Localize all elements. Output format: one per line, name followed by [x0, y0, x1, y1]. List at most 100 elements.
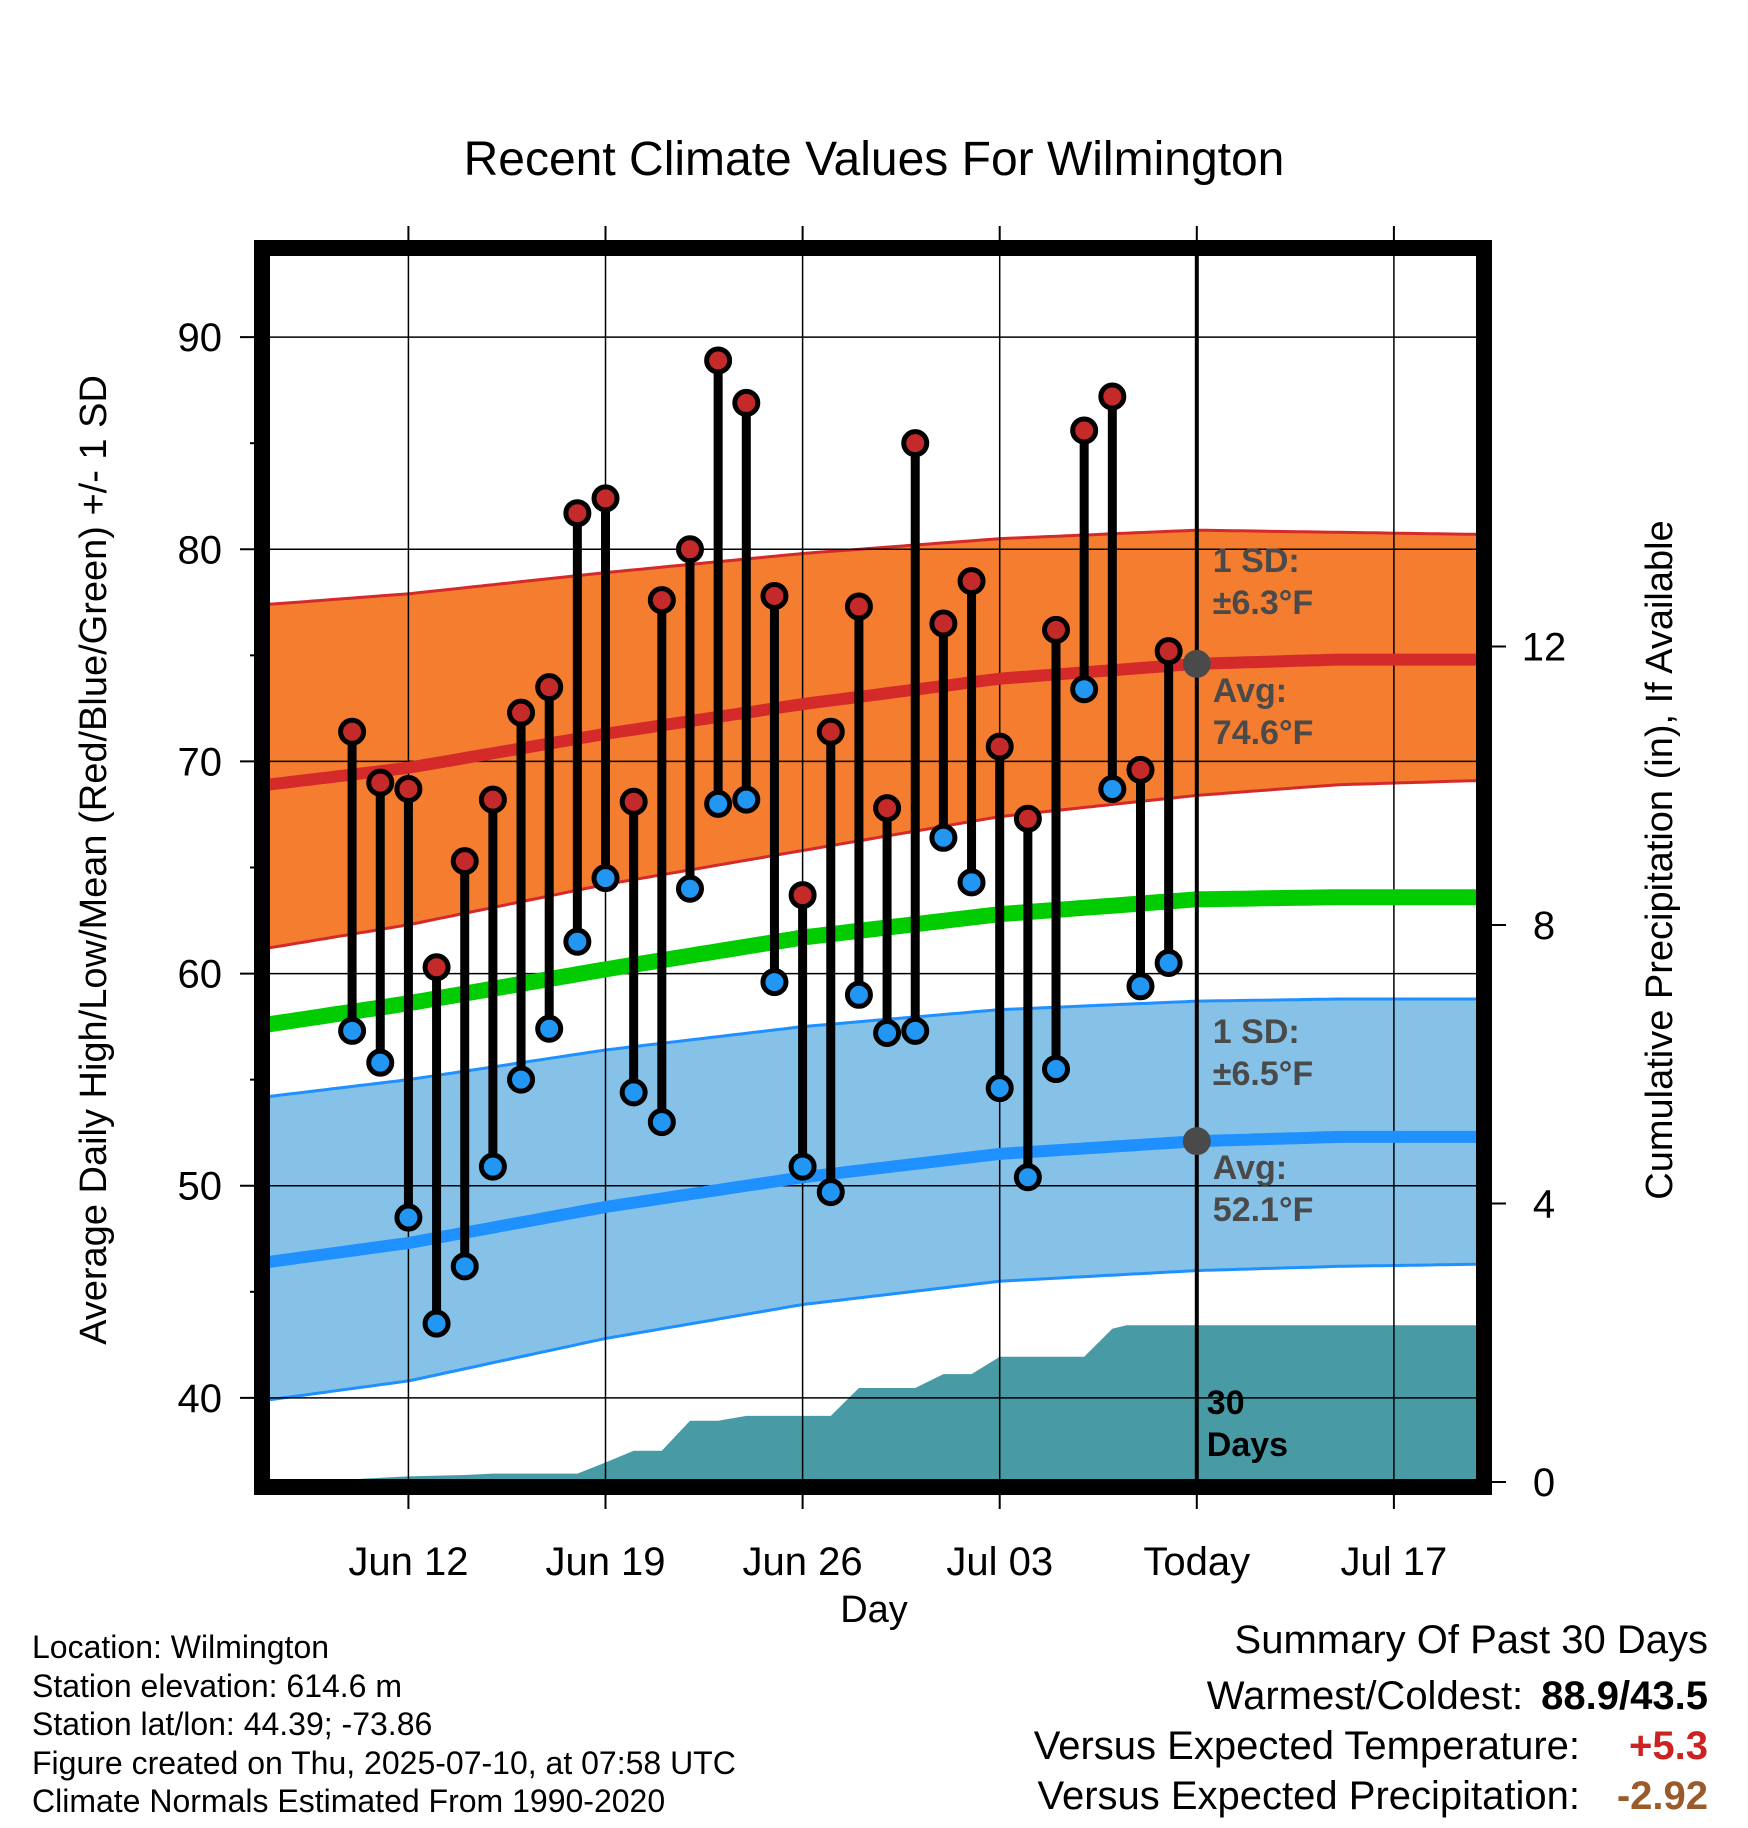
daily-low-dot — [844, 980, 873, 1009]
x-tick-label: Jun 19 — [545, 1540, 665, 1584]
daily-high-dot — [760, 581, 789, 610]
daily-high-dot — [1126, 755, 1155, 784]
daily-low-dot — [704, 789, 733, 818]
daily-high-dot — [1154, 637, 1183, 666]
daily-high-dot — [929, 609, 958, 638]
daily-high-dot — [844, 592, 873, 621]
daily-low-dot — [619, 1078, 648, 1107]
daily-high-dot — [1042, 615, 1071, 644]
precip-area — [262, 1325, 1484, 1487]
daily-high-dot — [619, 787, 648, 816]
summary-title: Summary Of Past 30 Days — [1234, 1618, 1708, 1662]
daily-high-dot — [422, 953, 451, 982]
low-sd-band — [262, 999, 1480, 1401]
summary-precip: Versus Expected Precipitation: -2.92 — [1037, 1774, 1708, 1819]
high-avg-annotation-line2: 74.6°F — [1213, 714, 1314, 752]
x-axis-label: Day — [840, 1589, 908, 1631]
x-tick-label: Today — [1143, 1540, 1250, 1584]
daily-high-dot — [366, 768, 395, 797]
low-avg-annotation-line2: 52.1°F — [1213, 1191, 1314, 1229]
y-left-tick-label: 60 — [178, 953, 223, 997]
daily-low-dot — [563, 927, 592, 956]
daily-high-dot — [957, 567, 986, 596]
high-sd-upper-line — [262, 528, 1480, 607]
precip-days-annotation-line1: 30 — [1207, 1384, 1245, 1422]
daily-high-dot — [704, 346, 733, 375]
daily-high-dot — [873, 794, 902, 823]
daily-high-dot — [1013, 804, 1042, 833]
summary-warm-cold: Warmest/Coldest: 88.9/43.5 — [1207, 1674, 1708, 1719]
low-sd-annotation-line2: ±6.5°F — [1213, 1055, 1313, 1093]
x-tick-label: Jun 26 — [743, 1540, 863, 1584]
plot-area: 1 SD: ±6.3°F Avg: 74.6°F 1 SD: ±6.5°F Avg: 52.1… — [178, 226, 1567, 1584]
high-normal-line — [262, 653, 1480, 792]
plot-content: 1 SD: ±6.3°F Avg: 74.6°F 1 SD: ±6.5°F Avg: 52.1… — [262, 248, 1484, 1487]
daily-high-dot — [563, 499, 592, 528]
y-left-tick-label: 80 — [178, 528, 223, 572]
daily-low-dot — [1154, 948, 1183, 977]
high-sd-band — [262, 530, 1480, 950]
latlon-text: Station lat/lon: 44.39; -73.86 — [32, 1706, 433, 1742]
daily-high-dot — [675, 535, 704, 564]
daily-low-dot — [450, 1252, 479, 1281]
daily-low-dot — [929, 823, 958, 852]
daily-high-dot — [507, 698, 536, 727]
daily-low-dot — [1126, 972, 1155, 1001]
daily-low-dot — [873, 1018, 902, 1047]
station-info: Location: Wilmington Station elevation: … — [32, 1628, 736, 1821]
warm-cold-value: 88.9/43.5 — [1541, 1674, 1708, 1718]
daily-high-dot — [816, 717, 845, 746]
low-sd-lower-line — [262, 1262, 1480, 1403]
daily-low-dot — [366, 1048, 395, 1077]
y-axis-right-label: Cumulative Precipitation (in), If Availa… — [1639, 520, 1681, 1199]
daily-high-dot — [591, 484, 620, 513]
daily-high-dot — [647, 586, 676, 615]
high-avg-annotation-line1: Avg: — [1213, 672, 1287, 710]
high-sd-annotation-line1: 1 SD: — [1213, 542, 1300, 580]
daily-low-dot — [760, 968, 789, 997]
daily-high-dot — [1098, 382, 1127, 411]
daily-low-dot — [394, 1203, 423, 1232]
elevation-text: Station elevation: 614.6 m — [32, 1667, 403, 1704]
y-axis-left-label: Average Daily High/Low/Mean (Red/Blue/Gr… — [73, 375, 115, 1345]
y-right-tick-label: 4 — [1533, 1183, 1555, 1227]
daily-high-dot — [478, 785, 507, 814]
daily-low-dot — [788, 1152, 817, 1181]
created-text: Figure created on Thu, 2025-07-10, at 07… — [32, 1744, 736, 1781]
daily-low-dot — [901, 1016, 930, 1045]
high-sd-annotation-line2: ±6.3°F — [1213, 584, 1313, 622]
daily-low-dot — [1098, 775, 1127, 804]
daily-low-dot — [1042, 1055, 1071, 1084]
x-tick-label: Jul 03 — [946, 1540, 1053, 1584]
location-text: Location: Wilmington — [32, 1629, 330, 1665]
precip-days-annotation-line2: Days — [1207, 1426, 1288, 1464]
daily-low-dot — [1070, 675, 1099, 704]
daily-high-dot — [1070, 416, 1099, 445]
precip-value: -2.92 — [1616, 1774, 1708, 1818]
daily-high-dot — [732, 388, 761, 417]
y-right-tick-label: 0 — [1533, 1461, 1555, 1505]
daily-low-dot — [535, 1014, 564, 1043]
daily-low-dot — [647, 1108, 676, 1137]
y-left-tick-label: 50 — [178, 1165, 223, 1209]
chart-title: Recent Climate Values For Wilmington — [464, 133, 1285, 186]
y-left-tick-label: 40 — [178, 1377, 223, 1421]
daily-high-dot — [394, 775, 423, 804]
daily-low-dot — [675, 874, 704, 903]
temp-value: +5.3 — [1629, 1724, 1708, 1768]
daily-low-dot — [816, 1178, 845, 1207]
low-avg-annotation-line1: Avg: — [1213, 1149, 1287, 1187]
x-tick-label: Jun 12 — [348, 1540, 468, 1584]
daily-low-dot — [985, 1074, 1014, 1103]
x-tick-label: Jul 17 — [1341, 1540, 1448, 1584]
daily-high-dot — [788, 881, 817, 910]
daily-high-dot — [985, 732, 1014, 761]
low-avg-marker — [1182, 1127, 1211, 1156]
daily-low-dot — [478, 1152, 507, 1181]
daily-high-dot — [450, 847, 479, 876]
daily-low-dot — [422, 1309, 451, 1338]
temp-label: Versus Expected Temperature: — [1033, 1724, 1580, 1768]
daily-high-dot — [535, 673, 564, 702]
y-right-tick-label: 12 — [1522, 626, 1567, 670]
